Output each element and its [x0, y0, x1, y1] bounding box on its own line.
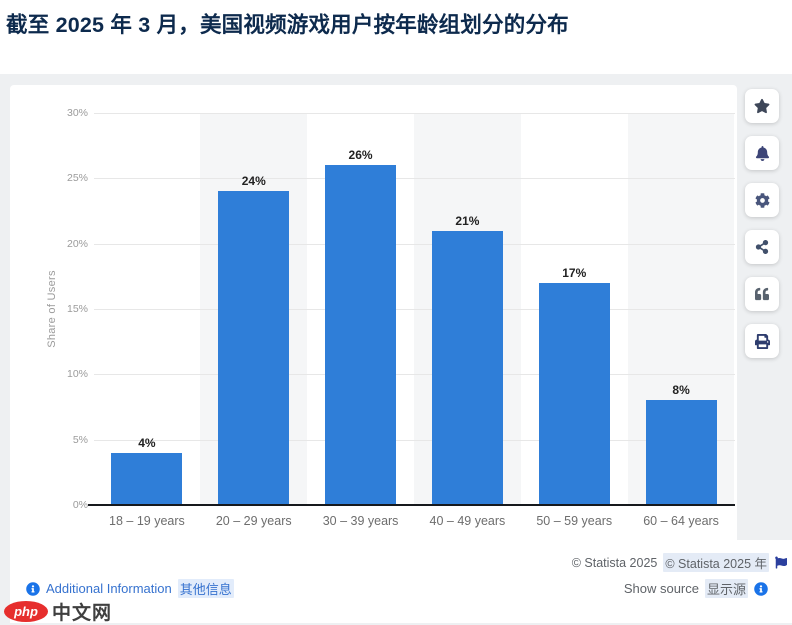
print-button[interactable] — [745, 324, 779, 358]
bar-value-label: 17% — [562, 265, 587, 280]
copyright-zh: © Statista 2025 年 — [663, 553, 769, 572]
bar[interactable] — [218, 191, 290, 505]
additional-info-zh: 其他信息 — [177, 579, 234, 598]
additional-info-label: Additional Information — [46, 581, 172, 596]
bar-value-label: 26% — [348, 148, 373, 163]
gridline — [93, 113, 735, 114]
watermark-site-name: 中文网 — [52, 603, 113, 624]
notification-button[interactable] — [745, 136, 779, 170]
bar-value-label: 4% — [138, 435, 156, 450]
y-tick-label: 20% — [66, 237, 88, 250]
info-icon[interactable] — [754, 581, 768, 596]
quote-icon — [755, 287, 769, 301]
gridline — [93, 178, 735, 180]
additional-information-link[interactable]: Additional Information 其他信息 — [26, 579, 234, 598]
bar-value-label: 24% — [241, 174, 266, 189]
plot-area: 4% 18 – 19 years 24% 20 – 29 years 26% 30 – 3… — [87, 113, 735, 528]
gear-icon — [755, 192, 770, 208]
copyright-en: © Statista 2025 — [571, 555, 658, 570]
bar-value-label: 21% — [455, 213, 480, 228]
share-icon — [755, 240, 769, 254]
page-title: 截至 2025 年 3 月，美国视频游戏用户按年龄组划分的分布 — [6, 13, 569, 37]
settings-button[interactable] — [745, 183, 779, 217]
gridline — [93, 374, 735, 376]
y-tick-label: 5% — [72, 433, 88, 446]
y-tick-label: 30% — [66, 107, 88, 119]
x-tick-label: 18 – 19 years — [109, 514, 185, 528]
title-bar: 截至 2025 年 3 月，美国视频游戏用户按年龄组划分的分布 — [0, 0, 792, 74]
copyright: © Statista 2025 © Statista 2025 年 — [572, 553, 787, 572]
info-icon[interactable] — [26, 581, 40, 596]
bar[interactable] — [645, 400, 717, 505]
bar[interactable] — [538, 282, 610, 505]
gridline — [93, 243, 735, 245]
bar[interactable] — [325, 165, 397, 505]
chart-card: Share of Users 0% 5% 10% 15% 20% 25% 30% 4% 18 … — [10, 85, 737, 623]
flag-icon[interactable] — [775, 556, 787, 569]
star-icon — [754, 98, 770, 114]
gridline — [93, 309, 735, 310]
y-tick-label: 15% — [66, 303, 88, 315]
chart: Share of Users 0% 5% 10% 15% 20% 25% 30% 4% 18 … — [10, 85, 737, 545]
watermark-link[interactable]: php 中文网 — [4, 598, 112, 625]
x-tick-label: 50 – 59 years — [536, 514, 613, 528]
x-tick-label: 30 – 39 years — [322, 514, 399, 528]
php-logo: php — [4, 601, 48, 622]
show-source-label: Show source — [623, 581, 699, 596]
share-button[interactable] — [745, 230, 779, 264]
favorite-button[interactable] — [745, 89, 779, 123]
y-tick-label: 0% — [72, 499, 88, 511]
x-tick-label: 20 – 29 years — [215, 514, 292, 528]
x-axis-line — [87, 504, 735, 506]
x-tick-label: 60 – 64 years — [643, 514, 719, 528]
bell-icon — [755, 145, 770, 161]
print-icon — [754, 333, 770, 349]
x-tick-label: 40 – 49 years — [429, 514, 506, 528]
citation-button[interactable] — [745, 277, 779, 311]
y-tick-label: 10% — [66, 368, 88, 381]
show-source-link[interactable]: Show source 显示源 — [624, 579, 768, 598]
bar[interactable] — [431, 230, 503, 505]
bar-value-label: 8% — [672, 383, 690, 398]
show-source-zh: 显示源 — [704, 579, 748, 598]
y-tick-label: 25% — [66, 172, 88, 185]
gridline — [93, 439, 735, 441]
bar[interactable] — [111, 452, 183, 505]
